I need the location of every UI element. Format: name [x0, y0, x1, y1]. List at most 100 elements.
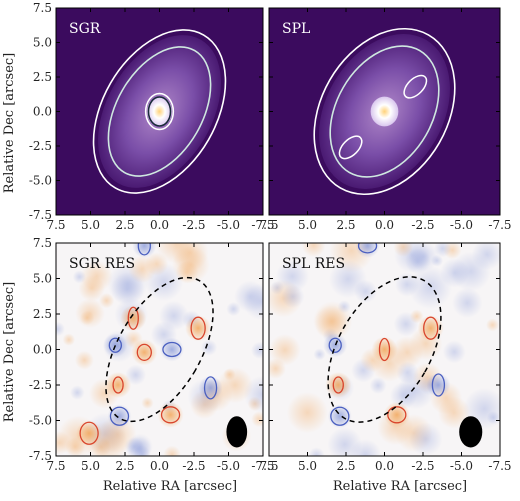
- residual-texture: [155, 243, 197, 264]
- y-tick-label: -2.5: [29, 378, 52, 392]
- residual-texture: [409, 422, 443, 456]
- residual-texture: [313, 348, 326, 361]
- residual-texture: [124, 436, 144, 456]
- x-tick-label: 5.0: [298, 218, 317, 232]
- x-tick-label: 0.0: [375, 459, 394, 473]
- positive-residual-3: [371, 336, 398, 363]
- positive-contour-3: [378, 337, 391, 362]
- residual-texture: [141, 396, 154, 410]
- disk-outline-dashed: [327, 276, 442, 423]
- x-tick-label: 2.5: [336, 218, 355, 232]
- x-tick-label: 5.0: [298, 459, 317, 473]
- x-tick-label: 2.5: [115, 459, 134, 473]
- residual-texture: [486, 318, 500, 332]
- residual-texture: [471, 243, 500, 270]
- x-tick-label: -2.5: [182, 459, 205, 473]
- residual-texture: [110, 272, 145, 306]
- x-tick-label: -5.0: [450, 218, 473, 232]
- negative-contour-2: [203, 376, 218, 400]
- positive-residual-4: [131, 339, 158, 366]
- negative-residual-2: [426, 373, 451, 397]
- residual-texture: [251, 411, 263, 428]
- y-axis-label-bottom: Relative Dec [arcsec]: [2, 282, 17, 423]
- contour-1: [107, 46, 212, 177]
- residual-texture: [226, 301, 241, 317]
- x-tick-label: -7.5: [251, 459, 274, 473]
- x-tick-label: 5.0: [81, 459, 100, 473]
- residual-texture: [369, 377, 387, 394]
- contour-blob-3: [338, 135, 363, 160]
- x-tick-label: 5.0: [81, 218, 100, 232]
- beam-ellipse: [459, 416, 483, 448]
- residual-texture: [98, 293, 115, 309]
- x-tick-label: 7.5: [46, 459, 65, 473]
- residual-texture: [281, 284, 305, 309]
- positive-residual-5: [76, 420, 103, 447]
- y-tick-label: 2.5: [33, 307, 52, 321]
- disk-outline-dashed: [105, 276, 214, 423]
- positive-residual-2: [383, 401, 410, 428]
- x-tick-label: -7.5: [251, 218, 274, 232]
- contour-1: [329, 45, 440, 178]
- positive-contour-1: [190, 316, 206, 340]
- residual-texture: [433, 243, 452, 258]
- beam-ellipse: [226, 416, 248, 448]
- x-axis-label-right: Relative RA [arcsec]: [333, 479, 467, 494]
- positive-residual-0: [105, 372, 132, 398]
- x-tick-label: 7.5: [259, 459, 278, 473]
- residual-texture: [349, 439, 382, 456]
- x-tick-label: 0.0: [150, 218, 169, 232]
- positive-contour-5: [79, 421, 99, 445]
- residual-texture: [353, 279, 378, 303]
- panel-spl-res: SPL RES 7.5 5.0 2.5 0.0 -2.5 -5.0 -7.5: [259, 242, 512, 473]
- residual-texture: [200, 339, 218, 356]
- negative-contour-2: [431, 373, 446, 397]
- residual-texture: [234, 280, 263, 313]
- negative-contour-1: [330, 406, 350, 426]
- positive-contour-2: [160, 406, 181, 424]
- residual-texture: [125, 364, 147, 386]
- x-tick-label: 7.5: [259, 218, 278, 232]
- x-tick-label: -2.5: [411, 218, 434, 232]
- contour-2: [144, 92, 175, 131]
- negative-residual-0: [323, 333, 348, 358]
- residual-texture: [313, 301, 353, 341]
- negative-contour-3: [357, 243, 378, 254]
- positive-residual-3: [120, 305, 147, 332]
- positive-contour-0: [112, 376, 124, 394]
- residual-texture: [70, 385, 85, 400]
- x-tick-label: -7.5: [488, 459, 511, 473]
- y-tick-label: 2.5: [33, 70, 52, 84]
- y-tick-label: -5.0: [29, 414, 52, 428]
- x-tick-label: 0.0: [375, 218, 394, 232]
- x-tick-label: -5.0: [217, 218, 240, 232]
- negative-contour-4: [137, 243, 151, 256]
- residual-texture: [486, 411, 500, 425]
- residual-texture: [442, 340, 466, 364]
- panel-spl: SPL 7.5 5.0 2.5 0.0 -2.5 -5.0 -7.5: [259, 7, 512, 232]
- negative-contour-3: [162, 341, 182, 358]
- residual-texture: [216, 367, 253, 404]
- y-tick-label: 7.5: [33, 1, 52, 15]
- y-tick-label: 0.0: [33, 343, 52, 357]
- residual-texture: [62, 333, 76, 346]
- core-emission: [370, 96, 399, 127]
- panel-label: SGR RES: [69, 256, 135, 272]
- contour-0: [92, 29, 227, 194]
- positive-residual-1: [185, 315, 212, 342]
- x-tick-label: 2.5: [115, 218, 134, 232]
- residual-texture: [269, 358, 286, 379]
- y-tick-label: -5.0: [29, 174, 52, 188]
- panel-label: SPL RES: [282, 256, 345, 272]
- positive-contour-4: [136, 343, 152, 361]
- positive-residual-1: [417, 315, 444, 342]
- y-tick-label: -7.5: [29, 208, 52, 222]
- residual-texture: [452, 287, 483, 318]
- x-tick-label: 7.5: [46, 218, 65, 232]
- x-tick-label: -7.5: [488, 218, 511, 232]
- residual-texture: [286, 392, 328, 434]
- y-tick-label: -7.5: [29, 449, 52, 463]
- negative-contour-0: [328, 337, 342, 353]
- residual-texture: [163, 445, 181, 456]
